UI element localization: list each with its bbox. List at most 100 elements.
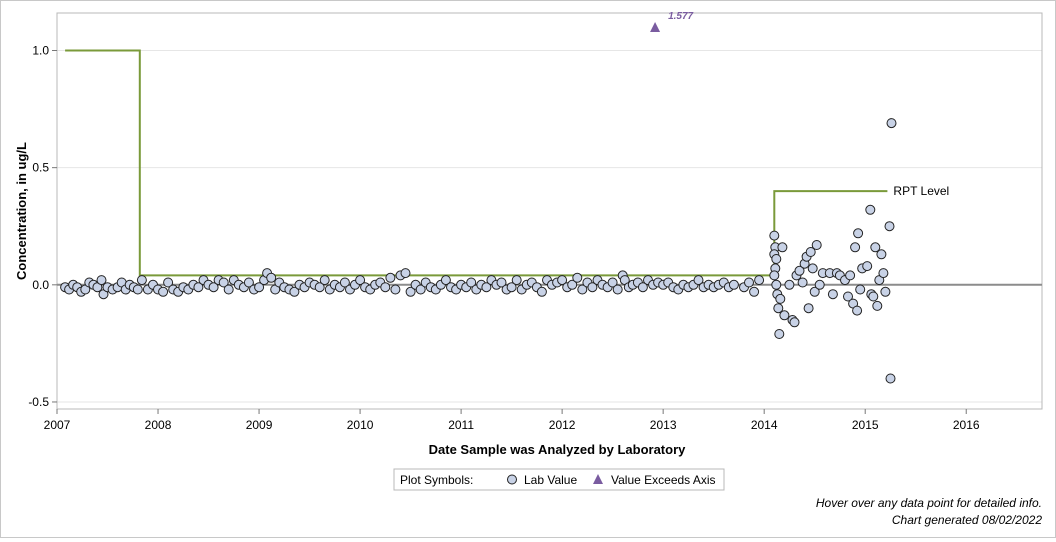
y-tick-label: 0.5 — [32, 161, 49, 175]
x-axis-title: Date Sample was Analyzed by Laboratory — [429, 442, 686, 457]
x-tick-label: 2012 — [549, 418, 576, 432]
legend-label-exceeds-axis: Value Exceeds Axis — [611, 473, 716, 487]
lab-value-point — [96, 275, 107, 286]
lab-value-point — [577, 284, 588, 295]
x-tick-label: 2014 — [751, 418, 778, 432]
plot-area-border — [56, 12, 1043, 410]
lab-value-point — [777, 242, 788, 253]
lab-value-point — [876, 249, 887, 260]
lab-value-point — [744, 277, 754, 288]
lab-value-point — [355, 275, 366, 286]
lab-value-point — [567, 279, 578, 290]
lab-value-point — [536, 286, 547, 297]
lab-value-point — [557, 275, 568, 286]
lab-value-point — [415, 284, 426, 295]
legend-title: Plot Symbols: — [400, 473, 473, 487]
lab-value-point — [789, 317, 800, 328]
x-tick-label: 2011 — [448, 418, 474, 432]
lab-value-point — [400, 268, 411, 279]
value-exceeds-axis-point — [650, 22, 661, 33]
x-tick-label: 2013 — [650, 418, 677, 432]
lab-value-point — [878, 268, 889, 279]
lab-value-point — [380, 282, 391, 293]
lab-value-point — [852, 305, 863, 316]
lab-value-point — [339, 277, 350, 288]
legend-label-lab-value: Lab Value — [524, 473, 577, 487]
lab-value-point — [266, 272, 277, 283]
lab-value-point — [754, 275, 765, 286]
lab-value-point — [771, 254, 782, 264]
lab-value-point — [794, 265, 805, 276]
lab-value-point — [868, 291, 879, 302]
lab-value-point — [885, 373, 896, 384]
lab-value-point — [390, 284, 401, 295]
lab-value-point — [845, 270, 856, 281]
hover-note: Hover over any data point for detailed i… — [816, 496, 1042, 510]
rpt-level-line — [65, 49, 888, 277]
y-tick-label: 0.0 — [32, 278, 49, 292]
lab-value-point — [511, 275, 522, 286]
legend-circle-icon — [507, 474, 517, 485]
lab-value-point — [637, 282, 648, 293]
y-tick-label: -0.5 — [28, 395, 49, 409]
lab-value-point — [587, 282, 598, 293]
lab-value-point — [314, 282, 325, 293]
y-tick-label: 1.0 — [32, 43, 49, 57]
y-axis-title: Concentration, in ug/L — [14, 142, 29, 280]
lab-value-point — [481, 282, 492, 293]
x-tick-label: 2008 — [145, 418, 172, 432]
lab-value-point — [440, 275, 451, 286]
legend-box — [393, 468, 725, 491]
lab-value-point — [506, 282, 517, 293]
lab-value-point — [843, 291, 853, 302]
lab-value-point — [855, 284, 866, 295]
lab-value-point — [797, 277, 808, 288]
lab-value-point — [223, 284, 234, 295]
lab-value-point — [319, 275, 330, 286]
lab-value-point — [243, 277, 254, 288]
lab-value-point — [466, 277, 477, 288]
lab-value-point — [728, 279, 739, 290]
lab-value-point — [774, 329, 785, 339]
lab-value-point — [385, 272, 396, 283]
legend: Plot Symbols: Lab Value Value Exceeds Ax… — [393, 468, 725, 491]
lab-value-point — [862, 261, 873, 272]
lab-value-point — [853, 228, 864, 239]
lab-value-point — [769, 230, 780, 241]
lab-value-point — [880, 286, 891, 297]
x-tick-label: 2009 — [246, 418, 273, 432]
lab-value-point — [254, 282, 265, 293]
x-tick-label: 2016 — [953, 418, 980, 432]
lab-value-point — [807, 263, 818, 274]
generated-date: Chart generated 08/02/2022 — [892, 513, 1042, 527]
x-tick-label: 2015 — [852, 418, 879, 432]
lab-value-point — [850, 242, 861, 253]
lab-value-point — [218, 277, 229, 288]
lab-value-point — [827, 289, 838, 300]
lab-value-point — [136, 275, 147, 286]
rpt-level-label: RPT Level — [893, 184, 949, 198]
lab-value-point — [405, 286, 416, 297]
lab-value-point — [208, 282, 219, 293]
lab-value-point — [163, 277, 174, 288]
legend-triangle-icon — [593, 474, 603, 484]
x-tick-label: 2007 — [44, 418, 71, 432]
lab-value-point — [607, 277, 618, 288]
x-tick-label: 2010 — [347, 418, 374, 432]
lab-value-point — [132, 284, 143, 295]
lab-value-point — [809, 286, 820, 297]
lab-value-point — [771, 279, 782, 290]
lab-value-point — [289, 286, 300, 297]
data-markers: 1.577 — [60, 11, 897, 384]
lab-value-point — [811, 240, 822, 250]
lab-value-point — [773, 303, 784, 314]
lab-value-point — [884, 221, 895, 232]
lab-value-point — [158, 286, 169, 297]
x-axis: 2007 2008 2009 2010 2011 2012 2013 2014 2015 2016 — [44, 409, 980, 432]
lab-value-point — [769, 270, 780, 281]
lab-value-point — [803, 303, 814, 314]
lab-value-point — [693, 275, 704, 286]
lab-value-point — [865, 204, 876, 215]
y-axis: -0.5 0.0 0.5 1.0 — [28, 43, 57, 409]
